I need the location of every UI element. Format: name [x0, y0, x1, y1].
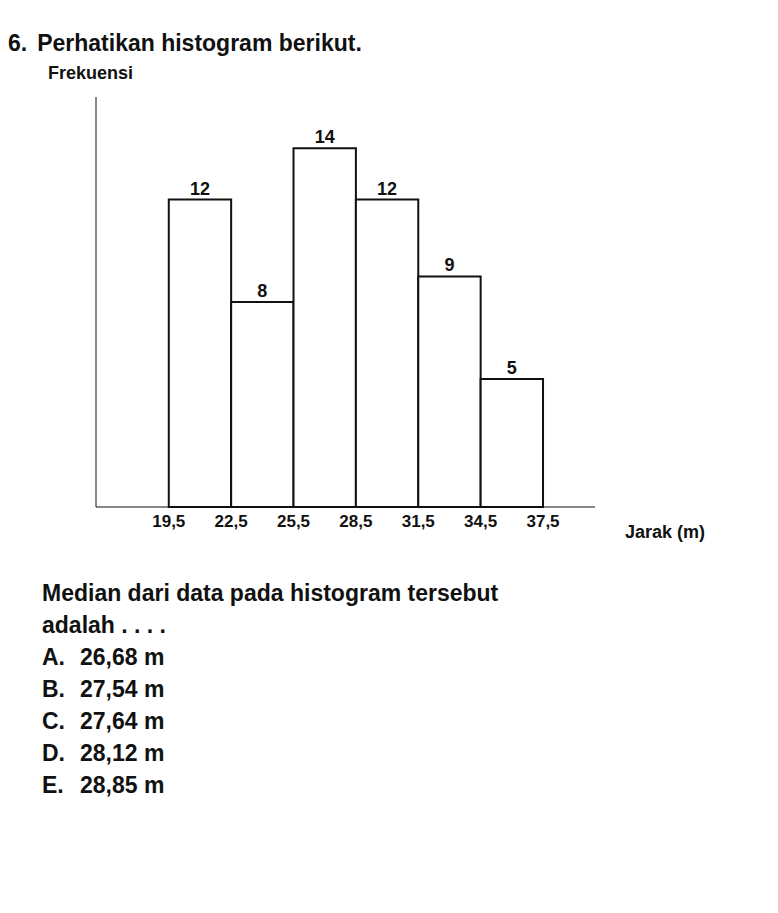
html-text:C.: C.: [42, 708, 65, 734]
html-text:26,68 m: 26,68 m: [80, 644, 165, 670]
html-text:Perhatikan histogram berikut.: Perhatikan histogram berikut.: [37, 30, 362, 56]
svg-text:5: 5: [507, 358, 517, 378]
html-text:Median dari data pada histogra: Median dari data pada histogram tersebut: [42, 580, 499, 606]
svg-text:19,5: 19,5: [152, 512, 185, 531]
html-text:B.: B.: [42, 676, 65, 702]
html-text:D.: D.: [42, 740, 65, 766]
svg-text:12: 12: [377, 179, 397, 199]
svg-text:37,5: 37,5: [526, 512, 559, 531]
svg-text:28,5: 28,5: [339, 512, 372, 531]
html-text:E.: E.: [42, 772, 64, 798]
svg-text:25,5: 25,5: [277, 512, 310, 531]
html-text:Frekuensi: Frekuensi: [48, 63, 133, 83]
svg-text:12: 12: [190, 179, 210, 199]
html-text:27,54 m: 27,54 m: [80, 676, 165, 702]
svg-text:Jarak (m): Jarak (m): [625, 522, 705, 542]
html-text:28,12 m: 28,12 m: [80, 740, 165, 766]
svg-text:8: 8: [257, 281, 267, 301]
svg-text:9: 9: [444, 255, 454, 275]
svg-text:31,5: 31,5: [402, 512, 435, 531]
svg-text:14: 14: [315, 127, 335, 147]
html-text:A.: A.: [42, 644, 65, 670]
svg-text:34,5: 34,5: [464, 512, 497, 531]
svg-text:22,5: 22,5: [215, 512, 248, 531]
html-text:6.: 6.: [8, 30, 28, 56]
html-text:28,85 m: 28,85 m: [80, 772, 165, 798]
html-text:27,64 m: 27,64 m: [80, 708, 165, 734]
html-text:adalah . . . .: adalah . . . .: [42, 612, 166, 638]
